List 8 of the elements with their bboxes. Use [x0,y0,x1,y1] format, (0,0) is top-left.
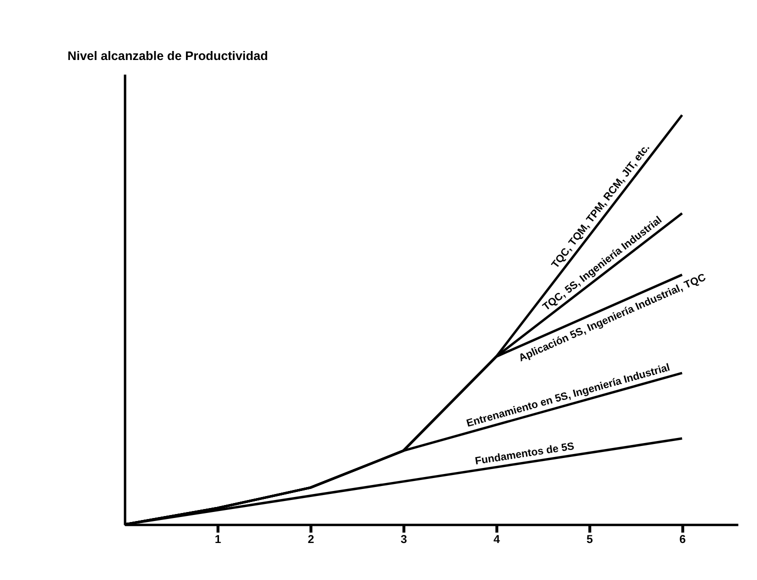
x-tick-label: 1 [214,534,222,546]
x-tick-label: 4 [494,534,501,546]
y-axis-title: Nivel alcanzable de Productividad [68,49,268,64]
x-tick-label: 6 [679,534,686,546]
x-tick-label: 3 [400,534,407,546]
x-tick-label: 2 [308,534,314,546]
text: Fundamentos de 5S [474,440,576,468]
x-tick-label: 5 [586,534,594,546]
